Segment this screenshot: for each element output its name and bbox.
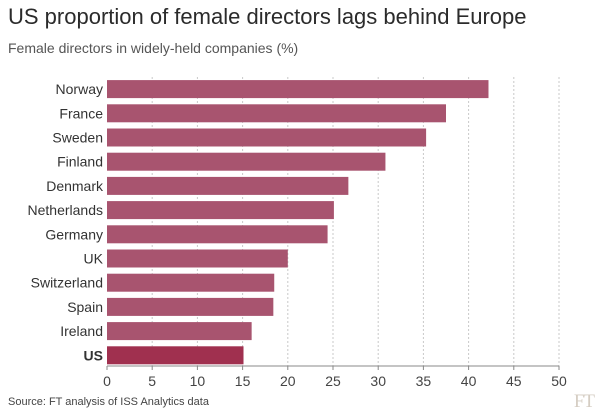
x-tick-label: 10 (190, 373, 206, 389)
bar-sweden (107, 128, 427, 147)
category-label: Denmark (46, 178, 104, 194)
x-tick-label: 45 (506, 373, 522, 389)
x-tick-label: 40 (461, 373, 477, 389)
category-label: Norway (56, 81, 103, 97)
chart-title: US proportion of female directors lags b… (8, 4, 527, 29)
bar-denmark (107, 176, 349, 195)
bar-germany (107, 225, 328, 244)
bar-ireland (107, 322, 252, 341)
source-note: Source: FT analysis of ISS Analytics dat… (8, 396, 209, 408)
category-label: UK (84, 251, 104, 267)
x-tick-label: 5 (148, 373, 156, 389)
bar-uk (107, 249, 288, 268)
chart-subtitle: Female directors in widely-held companie… (8, 40, 299, 56)
ft-logo: FT (573, 391, 595, 412)
category-label: Spain (67, 299, 103, 315)
bar-finland (107, 152, 386, 171)
x-tick-label: 20 (280, 373, 296, 389)
bar-spain (107, 297, 274, 316)
bar-france (107, 104, 446, 123)
x-tick-label: 15 (235, 373, 251, 389)
x-tick-label: 25 (325, 373, 341, 389)
category-label: France (59, 105, 103, 121)
category-label: Netherlands (28, 202, 104, 218)
category-label: Finland (57, 154, 103, 170)
category-label: Switzerland (31, 275, 103, 291)
bar-netherlands (107, 201, 334, 220)
x-tick-label: 30 (370, 373, 386, 389)
category-label: Ireland (60, 323, 103, 339)
bar-norway (107, 80, 489, 99)
category-label: Sweden (52, 130, 103, 146)
bar-switzerland (107, 273, 275, 292)
category-label: Germany (45, 226, 103, 242)
category-label: US (84, 347, 103, 363)
x-tick-label: 35 (416, 373, 432, 389)
x-tick-label: 50 (551, 373, 567, 389)
x-tick-label: 0 (103, 373, 111, 389)
bar-us (107, 346, 244, 365)
